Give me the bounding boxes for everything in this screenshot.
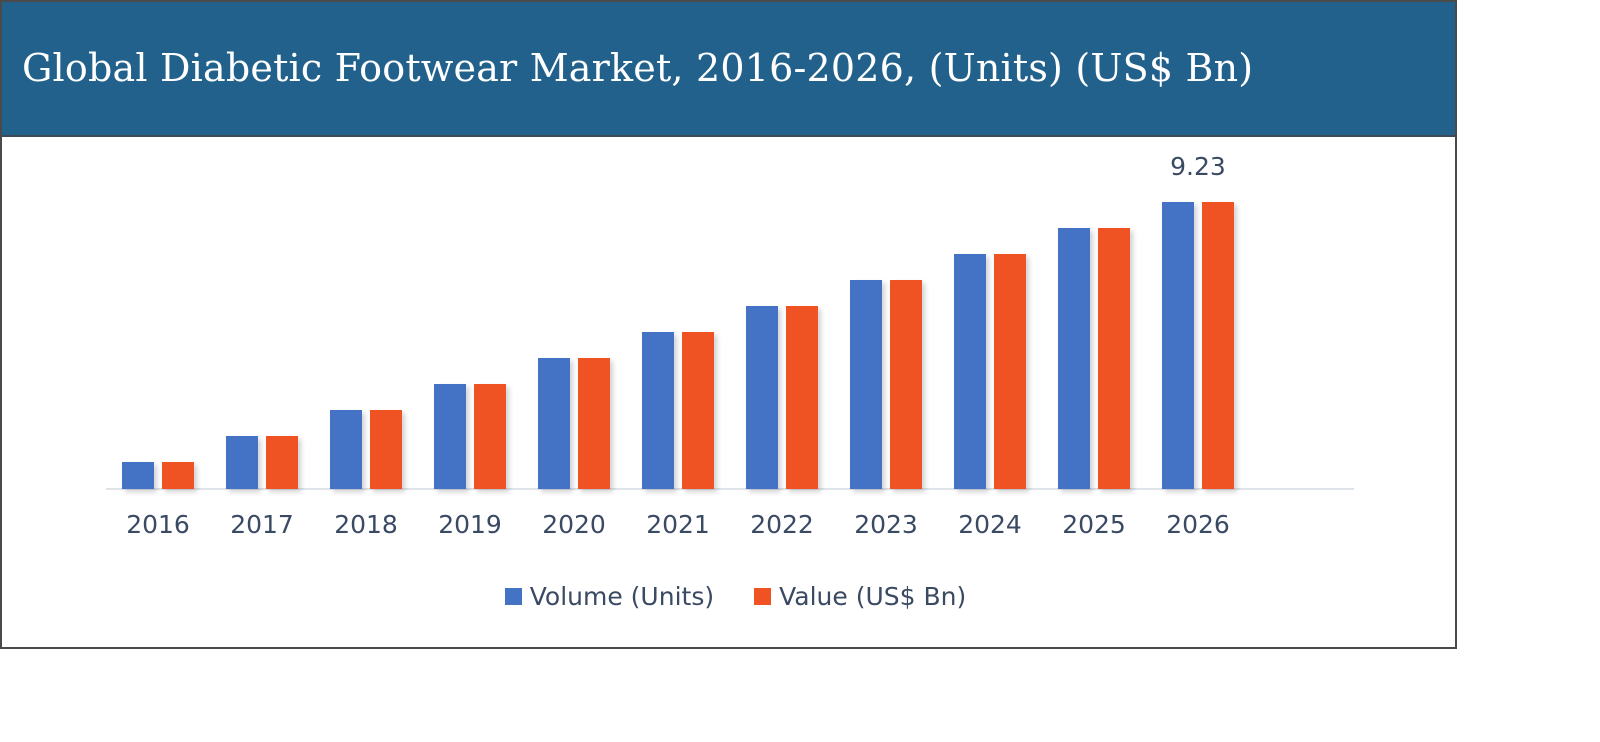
bar-volume-2021	[642, 332, 674, 489]
x-tick-label: 2016	[126, 510, 190, 539]
bar-volume-2025	[1058, 228, 1090, 489]
bar-volume-2024	[954, 254, 986, 489]
bar-value-2017	[266, 436, 298, 489]
bar-volume-2022	[746, 306, 778, 489]
bar-value-2019	[474, 384, 506, 489]
bar-value-2021	[682, 332, 714, 489]
bar-value-2022	[786, 306, 818, 489]
x-tick-label: 2017	[230, 510, 294, 539]
bar-value-2020	[578, 358, 610, 489]
x-tick-label: 2020	[542, 510, 606, 539]
chart-frame: Global Diabetic Footwear Market, 2016-20…	[0, 0, 1457, 649]
bar-value-2026	[1202, 202, 1234, 489]
bar-volume-2026	[1162, 202, 1194, 489]
bar-value-2023	[890, 280, 922, 489]
bar-volume-2018	[330, 410, 362, 489]
legend-swatch-volume	[504, 588, 522, 605]
bar-volume-2020	[538, 358, 570, 489]
chart-header: Global Diabetic Footwear Market, 2016-20…	[2, 2, 1455, 137]
legend-item-value: Value (US$ Bn)	[754, 582, 966, 611]
x-tick-label: 2023	[854, 510, 918, 539]
bar-value-2025	[1098, 228, 1130, 489]
legend-label-value: Value (US$ Bn)	[779, 582, 967, 611]
bar-volume-2023	[850, 280, 882, 489]
bar-volume-2017	[226, 436, 258, 489]
chart-title: Global Diabetic Footwear Market, 2016-20…	[22, 46, 1254, 90]
x-tick-label: 2022	[750, 510, 814, 539]
bar-volume-2016	[122, 462, 154, 489]
legend: Volume (Units) Value (US$ Bn)	[9, 582, 1462, 611]
x-tick-label: 2021	[646, 510, 710, 539]
bar-value-2024	[994, 254, 1026, 489]
x-tick-label: 2019	[438, 510, 502, 539]
x-axis-line	[106, 488, 1354, 490]
legend-label-volume: Volume (Units)	[529, 582, 715, 611]
plot-area: 2016 2017 2018 2019 2020 2021 2022 2023 2024 2025…	[2, 2, 1455, 647]
legend-item-volume: Volume (Units)	[504, 582, 715, 611]
bar-value-2016	[162, 462, 194, 489]
x-tick-label: 2018	[334, 510, 398, 539]
x-tick-label: 2024	[958, 510, 1022, 539]
bar-volume-2019	[434, 384, 466, 489]
data-label: 9.23	[1170, 152, 1226, 181]
x-tick-label: 2025	[1062, 510, 1126, 539]
legend-swatch-value	[754, 588, 772, 605]
x-tick-label: 2026	[1166, 510, 1230, 539]
bar-value-2018	[370, 410, 402, 489]
